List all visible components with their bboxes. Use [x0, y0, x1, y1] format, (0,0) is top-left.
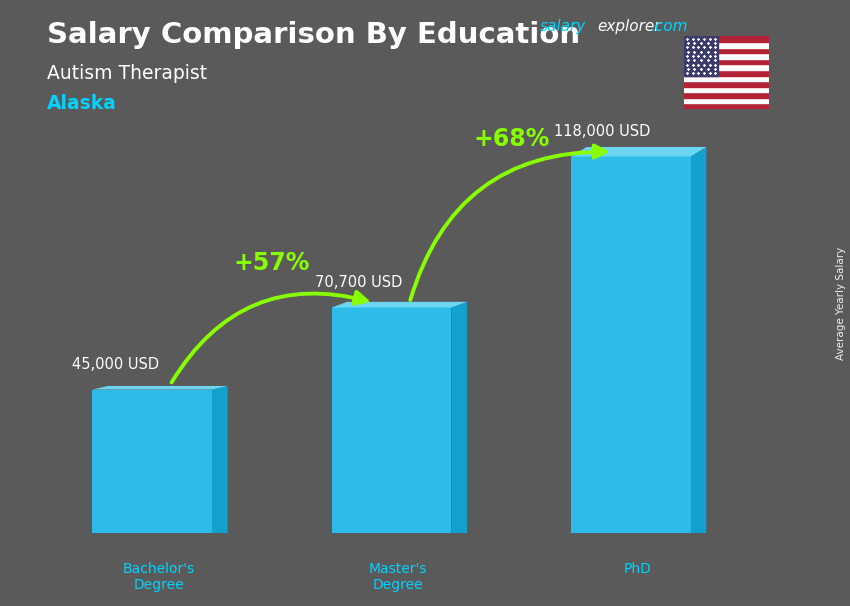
Text: +57%: +57%: [234, 251, 310, 275]
Bar: [684, 42, 769, 47]
Polygon shape: [691, 147, 706, 533]
Polygon shape: [571, 156, 691, 533]
Text: Master's
Degree: Master's Degree: [369, 562, 428, 592]
Bar: [684, 98, 769, 104]
Polygon shape: [451, 302, 467, 533]
Text: .com: .com: [650, 19, 688, 35]
Bar: [684, 53, 769, 59]
Text: 45,000 USD: 45,000 USD: [72, 357, 160, 372]
Polygon shape: [332, 302, 467, 307]
Bar: [684, 87, 769, 92]
Text: +68%: +68%: [473, 127, 549, 151]
Bar: [684, 36, 769, 42]
Bar: [684, 64, 769, 70]
Bar: [684, 92, 769, 98]
Text: salary: salary: [540, 19, 586, 35]
Polygon shape: [332, 307, 451, 533]
Bar: [684, 70, 769, 76]
Text: 118,000 USD: 118,000 USD: [554, 124, 651, 139]
Bar: [684, 47, 769, 53]
Bar: [684, 76, 769, 81]
Text: Bachelor's
Degree: Bachelor's Degree: [122, 562, 195, 592]
Bar: [684, 104, 769, 109]
Polygon shape: [571, 147, 706, 156]
Text: Alaska: Alaska: [47, 94, 116, 113]
Text: Average Yearly Salary: Average Yearly Salary: [836, 247, 846, 359]
Text: 70,700 USD: 70,700 USD: [315, 275, 403, 290]
Text: Salary Comparison By Education: Salary Comparison By Education: [47, 21, 580, 49]
Text: explorer: explorer: [598, 19, 661, 35]
Polygon shape: [212, 386, 228, 533]
Polygon shape: [93, 390, 212, 533]
Bar: [684, 59, 769, 64]
Text: PhD: PhD: [624, 562, 651, 576]
Bar: [684, 81, 769, 87]
Polygon shape: [93, 386, 228, 390]
Text: Autism Therapist: Autism Therapist: [47, 64, 207, 82]
Bar: [684, 36, 718, 76]
